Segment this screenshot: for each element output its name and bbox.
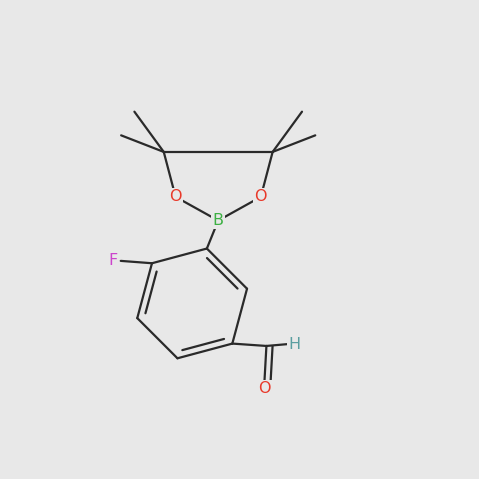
Text: H: H [289, 337, 301, 352]
Text: O: O [170, 189, 182, 205]
Text: F: F [109, 253, 118, 268]
Text: B: B [213, 213, 224, 228]
Text: O: O [254, 189, 267, 205]
Text: O: O [258, 381, 270, 396]
